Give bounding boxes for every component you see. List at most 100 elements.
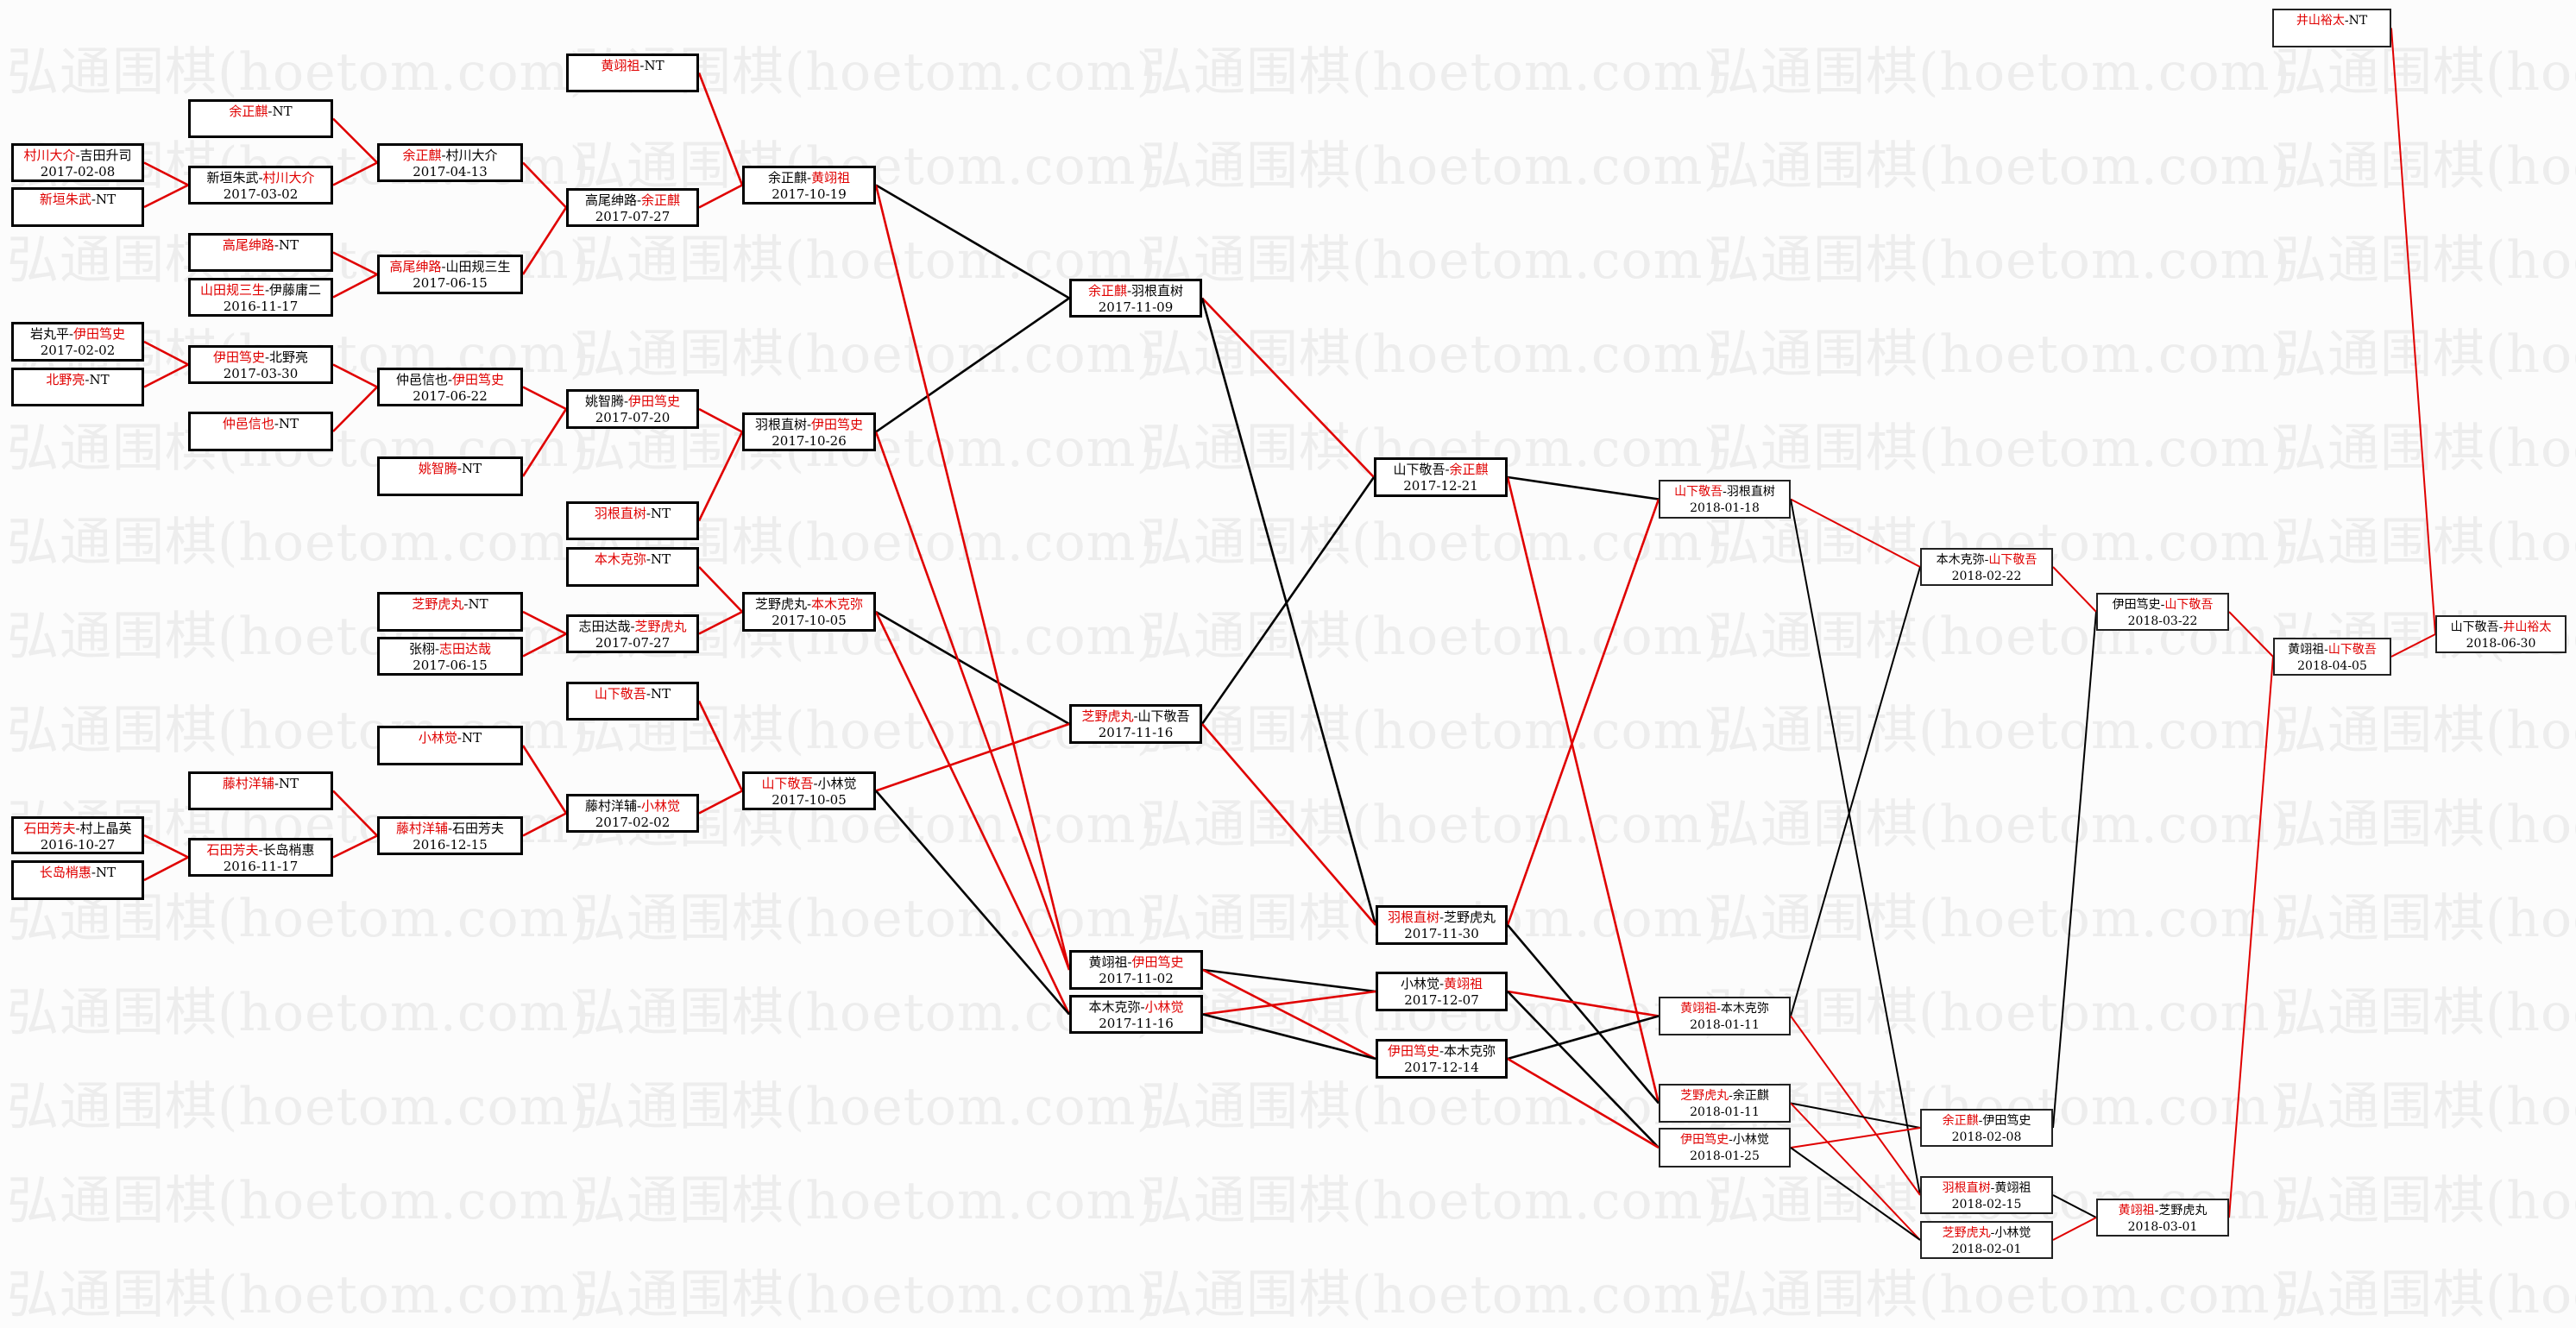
player-2-name: 村川大介 bbox=[445, 148, 498, 163]
bye-entry-box[interactable]: 羽根直树-NT bbox=[566, 501, 699, 540]
bye-entry-box[interactable]: 黄翊祖-NT bbox=[566, 53, 699, 92]
match-box[interactable]: 伊田笃史-北野亮 2017-03-30 bbox=[188, 345, 333, 384]
match-box[interactable]: 余正麒-村川大介 2017-04-13 bbox=[377, 143, 523, 182]
bye-entry-box[interactable]: 藤村洋辅-NT bbox=[188, 771, 333, 810]
separator: - bbox=[91, 865, 96, 880]
bye-entry-box[interactable]: 北野亮-NT bbox=[11, 368, 144, 406]
match-box[interactable]: 新垣朱武-村川大介 2017-03-02 bbox=[188, 166, 333, 205]
match-players: 山下敬吾-小林觉 bbox=[745, 776, 873, 792]
separator: - bbox=[1990, 1181, 1995, 1195]
bye-entry-box[interactable]: 山下敬吾-NT bbox=[566, 682, 699, 721]
player-1-name: 小林觉 bbox=[418, 730, 457, 746]
separator: - bbox=[1140, 999, 1145, 1015]
bye-entry-box[interactable]: 余正麒-NT bbox=[188, 99, 333, 138]
player-2-name: 余正麒 bbox=[1732, 1089, 1769, 1103]
match-box[interactable]: 山下敬吾-余正麒 2017-12-21 bbox=[1374, 457, 1508, 497]
match-date: 2017-10-05 bbox=[772, 792, 847, 808]
match-box[interactable]: 芝野虎丸-山下敬吾 2017-11-16 bbox=[1069, 704, 1202, 744]
match-box[interactable]: 山下敬吾-羽根直树 2018-01-18 bbox=[1659, 480, 1791, 519]
match-date: 2017-06-15 bbox=[413, 275, 488, 291]
player-1-name: 井山裕太 bbox=[2296, 14, 2345, 28]
match-box[interactable]: 伊田笃史-本木克弥 2017-12-14 bbox=[1376, 1039, 1508, 1079]
winner-path-line bbox=[697, 431, 744, 522]
match-box[interactable]: 村川大介-吉田升司 2017-02-08 bbox=[11, 143, 144, 182]
match-players: 张栩-志田达哉 bbox=[380, 641, 520, 658]
match-box[interactable]: 羽根直树-黄翊祖 2018-02-15 bbox=[1920, 1176, 2053, 1214]
match-box[interactable]: 山田规三生-伊藤庸二 2016-11-17 bbox=[188, 278, 333, 317]
separator: - bbox=[2324, 643, 2328, 657]
player-1-name: 北野亮 bbox=[46, 372, 85, 387]
match-box[interactable]: 藤村洋辅-小林觉 2017-02-02 bbox=[566, 794, 699, 833]
match-box[interactable]: 羽根直树-芝野虎丸 2017-11-30 bbox=[1376, 905, 1508, 945]
separator: - bbox=[1716, 1002, 1721, 1016]
bye-entry-box[interactable]: 高尾绅路-NT bbox=[188, 233, 333, 272]
match-box[interactable]: 芝野虎丸-余正麒 2018-01-11 bbox=[1659, 1084, 1791, 1123]
match-box[interactable]: 岩丸平-伊田笃史 2017-02-02 bbox=[11, 322, 144, 362]
match-date: 2017-10-05 bbox=[772, 613, 847, 628]
match-box[interactable]: 黄翊祖-本木克弥 2018-01-11 bbox=[1659, 997, 1791, 1035]
match-box[interactable]: 羽根直树-伊田笃史 2017-10-26 bbox=[742, 412, 876, 451]
bye-entry-box[interactable]: 姚智腾-NT bbox=[377, 456, 523, 496]
match-box[interactable]: 黄翊祖-芝野虎丸 2018-03-01 bbox=[2096, 1199, 2229, 1237]
match-box[interactable]: 高尾绅路-山田规三生 2017-06-15 bbox=[377, 255, 523, 294]
bye-entry-box[interactable]: 芝野虎丸-NT bbox=[377, 592, 523, 632]
separator: - bbox=[441, 259, 446, 274]
bye-entry-box[interactable]: 长岛梢惠-NT bbox=[11, 860, 144, 900]
player-1-name: 村川大介 bbox=[23, 148, 76, 163]
match-box[interactable]: 山下敬吾-小林觉 2017-10-05 bbox=[742, 771, 876, 810]
match-box[interactable]: 伊田笃史-小林觉 2018-01-25 bbox=[1659, 1128, 1791, 1168]
bye-marker: NT bbox=[278, 416, 299, 431]
separator: - bbox=[813, 776, 818, 791]
match-players: 黄翊祖-NT bbox=[569, 58, 696, 74]
match-box[interactable]: 张栩-志田达哉 2017-06-15 bbox=[377, 637, 523, 676]
match-box[interactable]: 姚智腾-伊田笃史 2017-07-20 bbox=[566, 389, 699, 429]
separator: - bbox=[457, 461, 462, 476]
match-box[interactable]: 芝野虎丸-本木克弥 2017-10-05 bbox=[742, 592, 876, 632]
separator: - bbox=[274, 776, 279, 791]
player-1-name: 长岛梢惠 bbox=[39, 865, 91, 880]
match-box[interactable]: 余正麒-黄翊祖 2017-10-19 bbox=[742, 166, 876, 205]
match-players: 羽根直树-NT bbox=[569, 506, 696, 522]
match-box[interactable]: 本木克弥-小林觉 2017-11-16 bbox=[1069, 995, 1203, 1034]
match-players: 仲邑信也-NT bbox=[191, 416, 331, 432]
match-box[interactable]: 山下敬吾-井山裕太 2018-06-30 bbox=[2435, 615, 2567, 653]
player-1-name: 山田规三生 bbox=[199, 282, 265, 298]
match-box[interactable]: 志田达哉-芝野虎丸 2017-07-27 bbox=[566, 614, 699, 653]
match-box[interactable]: 石田芳夫-村上晶英 2016-10-27 bbox=[11, 816, 144, 854]
player-1-name: 新垣朱武 bbox=[39, 192, 91, 207]
match-box[interactable]: 芝野虎丸-小林觉 2018-02-01 bbox=[1920, 1221, 2053, 1259]
player-1-name: 仲邑信也 bbox=[395, 372, 448, 387]
winner-path-line bbox=[522, 386, 567, 411]
match-players: 山田规三生-伊藤庸二 bbox=[191, 282, 331, 299]
bye-entry-box[interactable]: 仲邑信也-NT bbox=[188, 412, 333, 451]
match-box[interactable]: 石田芳夫-长岛梢惠 2016-11-17 bbox=[188, 838, 333, 877]
match-box[interactable]: 高尾绅路-余正麒 2017-07-27 bbox=[566, 188, 699, 227]
match-box[interactable]: 小林觉-黄翊祖 2017-12-07 bbox=[1376, 972, 1508, 1011]
match-box[interactable]: 伊田笃史-山下敬吾 2018-03-22 bbox=[2096, 593, 2229, 631]
bye-entry-box[interactable]: 小林觉-NT bbox=[377, 726, 523, 765]
match-box[interactable]: 余正麒-羽根直树 2017-11-09 bbox=[1069, 279, 1202, 318]
match-box[interactable]: 藤村洋辅-石田芳夫 2016-12-15 bbox=[377, 816, 523, 855]
bye-entry-box[interactable]: 新垣朱武-NT bbox=[11, 187, 144, 227]
bye-marker: NT bbox=[278, 776, 299, 791]
match-box[interactable]: 仲邑信也-伊田笃史 2017-06-22 bbox=[377, 368, 523, 406]
match-players: 石田芳夫-长岛梢惠 bbox=[191, 842, 331, 859]
match-box[interactable]: 黄翊祖-伊田笃史 2017-11-02 bbox=[1069, 950, 1203, 990]
match-box[interactable]: 黄翊祖-山下敬吾 2018-04-05 bbox=[2273, 638, 2391, 676]
bye-marker: NT bbox=[650, 551, 671, 567]
match-date: 2017-04-13 bbox=[413, 164, 488, 179]
match-players: 羽根直树-伊田笃史 bbox=[745, 417, 873, 433]
bye-marker: NT bbox=[89, 372, 110, 387]
match-players: 黄翊祖-本木克弥 bbox=[1660, 1001, 1789, 1017]
loser-path-line bbox=[2052, 611, 2097, 1129]
separator: - bbox=[274, 237, 279, 253]
player-1-name: 芝野虎丸 bbox=[1081, 708, 1134, 724]
bye-entry-box[interactable]: 井山裕太-NT bbox=[2272, 9, 2391, 47]
match-box[interactable]: 本木克弥-山下敬吾 2018-02-22 bbox=[1920, 548, 2053, 586]
match-date: 2017-11-02 bbox=[1099, 971, 1174, 986]
separator: - bbox=[1729, 1089, 1733, 1103]
match-box[interactable]: 余正麒-伊田笃史 2018-02-08 bbox=[1920, 1109, 2053, 1147]
player-2-name: 伊藤庸二 bbox=[269, 282, 322, 298]
player-1-name: 伊田笃史 bbox=[2112, 598, 2161, 612]
bye-entry-box[interactable]: 本木克弥-NT bbox=[566, 547, 699, 587]
